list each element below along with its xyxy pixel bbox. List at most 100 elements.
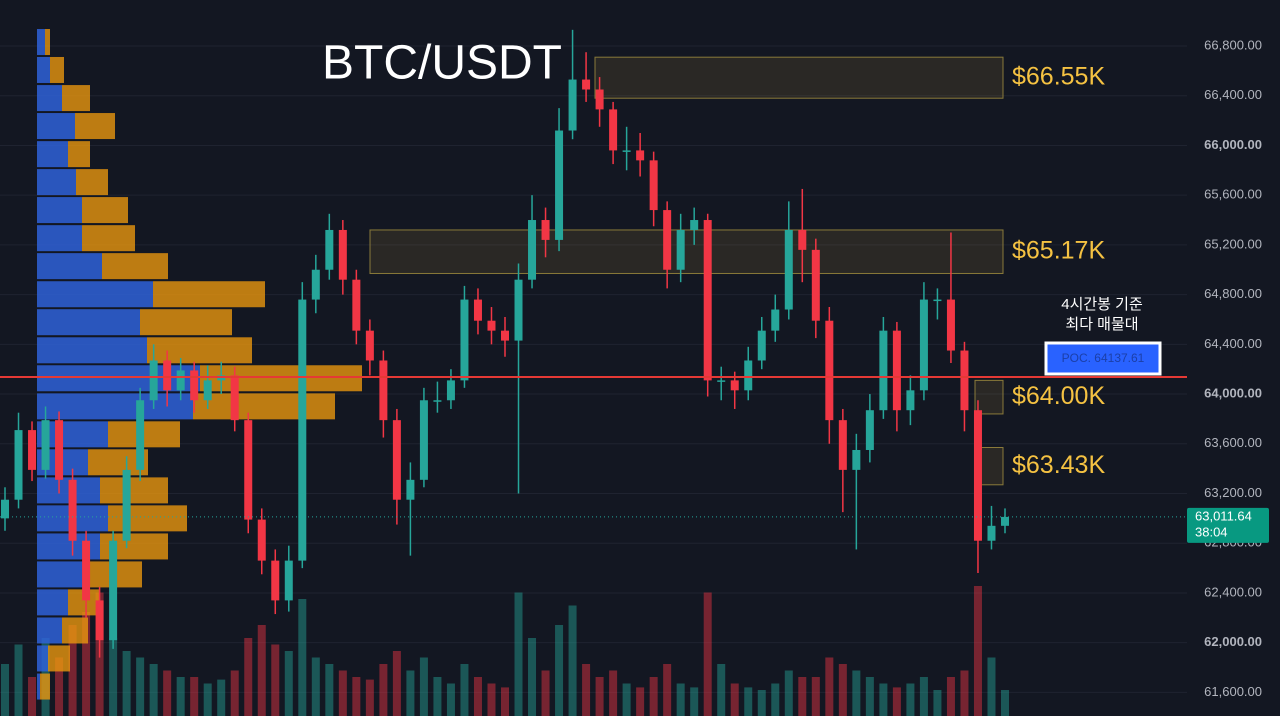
volume-bar — [555, 625, 564, 716]
y-tick-label: 66,000.00 — [1204, 137, 1262, 152]
profile-sell — [76, 169, 108, 196]
candle-body — [676, 229, 685, 270]
candle-body — [487, 320, 496, 331]
candle-body — [446, 380, 455, 401]
volume-bar — [892, 687, 901, 716]
candle-body — [609, 109, 618, 151]
volume-bar — [122, 651, 131, 716]
candle-body — [28, 430, 37, 470]
candle-body — [55, 420, 64, 480]
candle-body — [879, 330, 888, 411]
volume-bar — [1, 664, 9, 716]
candle-body — [946, 299, 955, 351]
volume-bar — [1001, 690, 1009, 716]
volume-bar — [852, 670, 861, 716]
volume-bar — [190, 677, 199, 716]
volume-bar — [406, 670, 415, 716]
profile-sell — [100, 477, 168, 504]
candle-body — [757, 330, 766, 361]
candle-body — [82, 540, 91, 601]
zone-label: $65.17K — [1012, 236, 1105, 264]
profile-sell — [82, 225, 135, 252]
candle-body — [176, 370, 185, 391]
candle-body — [14, 430, 23, 500]
y-tick-label: 61,600.00 — [1204, 684, 1262, 699]
candle-body — [825, 320, 834, 421]
profile-sell — [102, 253, 168, 280]
candle-body — [379, 360, 388, 421]
zone-label: $63.43K — [1012, 451, 1105, 479]
candle-body — [717, 380, 726, 382]
profile-buy — [37, 253, 102, 280]
candle-body — [1, 499, 9, 519]
volume-bar — [514, 592, 523, 716]
candle-body — [987, 525, 996, 541]
volume-bar — [703, 592, 712, 716]
candle-body — [41, 420, 50, 470]
volume-bar — [622, 683, 631, 716]
candle-body — [163, 360, 172, 391]
volume-bar — [473, 677, 482, 716]
volume-bar — [771, 683, 780, 716]
candle-body — [68, 479, 77, 541]
candle-body — [865, 410, 874, 450]
volume-bar — [595, 677, 604, 716]
volume-bar — [109, 638, 118, 716]
profile-sell — [200, 365, 362, 392]
y-tick-label: 66,400.00 — [1204, 87, 1262, 102]
volume-bar — [501, 687, 509, 716]
candle-body — [419, 400, 428, 480]
profile-buy — [37, 85, 62, 112]
y-tick-label: 62,400.00 — [1204, 584, 1262, 599]
volume-bar — [487, 683, 496, 716]
candle-body — [690, 220, 699, 230]
volume-bar — [933, 690, 942, 716]
y-tick-label: 66,800.00 — [1204, 37, 1262, 52]
volume-bar — [28, 677, 37, 716]
y-tick-label: 63,200.00 — [1204, 485, 1262, 500]
candle-body — [555, 130, 564, 240]
volume-bar — [325, 664, 334, 716]
candle-body — [460, 299, 469, 381]
profile-buy — [37, 225, 82, 252]
volume-bar — [757, 690, 766, 716]
volume-bar — [838, 664, 847, 716]
profile-sell — [48, 645, 70, 672]
candle-body — [95, 600, 104, 641]
candle-body — [1001, 516, 1009, 526]
volume-bar — [379, 664, 388, 716]
volume-bar — [82, 612, 91, 716]
profile-sell — [75, 113, 115, 140]
poc-label: POC. 64137.61 — [1062, 351, 1145, 365]
candle-body — [771, 309, 780, 331]
candle-body — [271, 560, 280, 601]
candle-body — [122, 469, 131, 541]
y-tick-label: 65,200.00 — [1204, 236, 1262, 251]
profile-buy — [37, 645, 48, 672]
candle-body — [798, 229, 807, 250]
candle-body — [230, 375, 239, 421]
candle-body — [149, 360, 158, 401]
volume-bar — [176, 677, 185, 716]
profile-sell — [193, 393, 335, 420]
profile-sell — [147, 337, 252, 364]
candle-body — [109, 540, 118, 641]
candle-body — [311, 269, 320, 300]
y-tick-label: 63,600.00 — [1204, 435, 1262, 450]
zone — [369, 229, 1004, 274]
profile-buy — [37, 617, 62, 644]
candle-body — [298, 299, 307, 561]
candle-body — [919, 299, 928, 391]
candle-body — [595, 89, 604, 110]
profile-buy — [37, 169, 76, 196]
y-tick-label: 64,800.00 — [1204, 286, 1262, 301]
volume-bar — [365, 679, 374, 716]
volume-bar — [14, 644, 23, 716]
profile-buy — [37, 393, 193, 420]
candle-body — [582, 79, 591, 90]
poc-note: 4시간봉 기준 — [1061, 296, 1143, 313]
candle-body — [960, 350, 969, 411]
candle-body — [636, 150, 645, 161]
poc-box — [1044, 341, 1162, 376]
